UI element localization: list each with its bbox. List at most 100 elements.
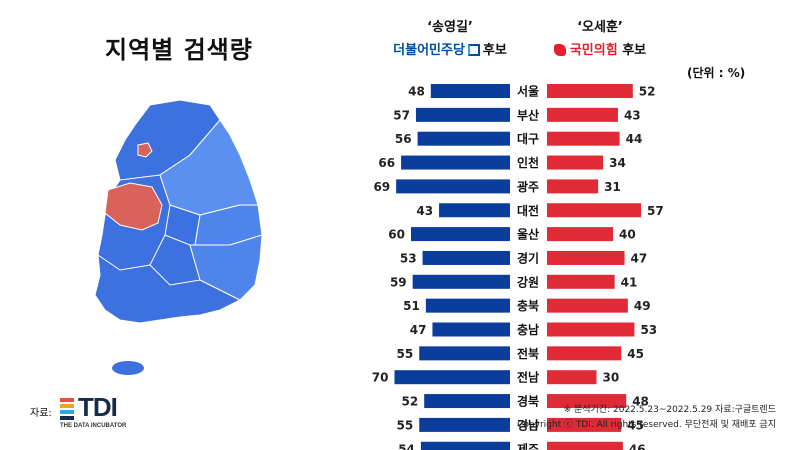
category-label: 전남 — [517, 370, 539, 385]
left-bar-4 — [396, 179, 510, 194]
category-label: 충남 — [517, 322, 539, 337]
category-label: 서울 — [517, 84, 539, 99]
map-region-chungnam — [104, 182, 163, 231]
left-value-label: 53 — [400, 251, 417, 265]
right-bar-9 — [547, 298, 628, 313]
left-bar-11 — [419, 346, 510, 361]
right-bar-14 — [547, 417, 622, 432]
dem-party-logo-icon — [467, 44, 480, 56]
right-bar-12 — [547, 370, 597, 385]
right-value-label: 53 — [640, 323, 657, 337]
right-value-label: 40 — [619, 228, 636, 242]
category-label: 울산 — [517, 227, 539, 242]
unit-label: (단위 : %) — [687, 66, 746, 80]
left-value-label: 48 — [408, 85, 425, 99]
left-value-label: 51 — [403, 299, 420, 313]
map-region-gyeongnam — [189, 234, 263, 301]
left-bar-7 — [422, 250, 510, 265]
category-label: 충북 — [517, 298, 539, 313]
left-value-label: 59 — [390, 275, 407, 289]
right-value-label: 45 — [627, 347, 644, 361]
category-label: 대구 — [517, 132, 539, 146]
left-bar-14 — [419, 417, 510, 432]
left-value-label: 43 — [416, 204, 433, 218]
left-bar-8 — [412, 274, 510, 289]
right-bar-2 — [547, 131, 620, 146]
right-bar-5 — [547, 203, 642, 218]
left-value-label: 70 — [372, 371, 389, 385]
left-bar-5 — [439, 203, 510, 218]
right-candidate-party: 국민의힘 — [569, 43, 618, 58]
left-value-label: 60 — [388, 228, 405, 242]
category-label: 경기 — [517, 250, 539, 265]
footnote: ※ 분석기간: 2022.5.23~2022.5.29 자료:구글트렌드 — [563, 405, 776, 415]
right-value-label: 44 — [626, 132, 643, 146]
right-value-label: 47 — [631, 251, 648, 265]
left-candidate-header: ‘송영길’ 더불어민주당 후보 — [385, 16, 515, 58]
right-candidate-header: ‘오세훈’ 국민의힘 후보 — [540, 16, 660, 58]
left-candidate-name: ‘송영길’ — [427, 20, 473, 35]
right-value-label: 31 — [604, 180, 621, 194]
category-label: 인천 — [517, 155, 539, 170]
left-bar-12 — [394, 370, 510, 385]
left-bar-13 — [424, 394, 510, 409]
right-value-label: 49 — [634, 299, 651, 313]
category-label: 전북 — [517, 346, 539, 361]
right-candidate-suffix: 후보 — [622, 43, 647, 58]
tdi-logo-icon — [60, 398, 74, 420]
right-bar-11 — [547, 346, 622, 361]
right-bar-8 — [547, 274, 615, 289]
right-value-label: 34 — [609, 156, 626, 170]
right-bar-10 — [547, 322, 635, 337]
category-label: 대전 — [517, 203, 539, 218]
logo-text: TDI — [78, 392, 118, 422]
left-value-label: 47 — [410, 323, 427, 337]
left-bar-3 — [401, 155, 510, 170]
left-value-label: 55 — [397, 347, 414, 361]
category-label: 경남 — [517, 417, 539, 432]
right-bar-1 — [547, 107, 618, 122]
right-bar-7 — [547, 250, 625, 265]
left-value-label: 56 — [395, 132, 412, 146]
category-label: 광주 — [517, 179, 539, 194]
left-value-label: 66 — [378, 156, 395, 170]
right-value-label: 30 — [603, 371, 620, 385]
left-value-label: 54 — [398, 442, 415, 450]
right-bar-6 — [547, 227, 613, 242]
left-bar-15 — [420, 441, 510, 450]
left-bar-10 — [432, 322, 510, 337]
left-bar-1 — [415, 107, 510, 122]
right-value-label: 52 — [639, 85, 656, 99]
right-bar-15 — [547, 441, 623, 450]
right-value-label: 46 — [629, 442, 646, 450]
left-bar-0 — [430, 84, 510, 98]
ppp-party-logo-icon — [553, 44, 566, 56]
category-label: 제주 — [517, 442, 539, 450]
map-jeju — [112, 361, 144, 375]
right-bar-13 — [547, 394, 627, 409]
left-value-label: 69 — [373, 180, 390, 194]
right-value-label: 57 — [647, 204, 664, 218]
right-value-label: 45 — [627, 418, 644, 432]
left-bar-9 — [425, 298, 510, 313]
left-value-label: 55 — [397, 418, 414, 432]
category-label: 강원 — [517, 275, 539, 289]
logo-subtitle: THE DATA INCUBATOR — [60, 423, 127, 429]
right-bar-0 — [547, 84, 633, 98]
left-candidate-suffix: 후보 — [482, 43, 507, 58]
left-candidate-party: 더불어민주당 — [393, 43, 465, 58]
right-bar-4 — [547, 179, 599, 194]
right-candidate-name: ‘오세훈’ — [577, 20, 623, 35]
korea-map — [94, 99, 263, 375]
right-bar-3 — [547, 155, 604, 170]
category-label: 경북 — [517, 395, 539, 409]
chart-title: 지역별 검색량 — [105, 36, 253, 64]
left-value-label: 52 — [401, 395, 418, 409]
source-label: 자료: — [30, 408, 52, 419]
category-label: 부산 — [517, 107, 539, 122]
left-bar-6 — [411, 227, 510, 242]
right-value-label: 41 — [621, 275, 638, 289]
left-bar-2 — [417, 131, 510, 146]
map-region-seoul — [137, 142, 153, 158]
